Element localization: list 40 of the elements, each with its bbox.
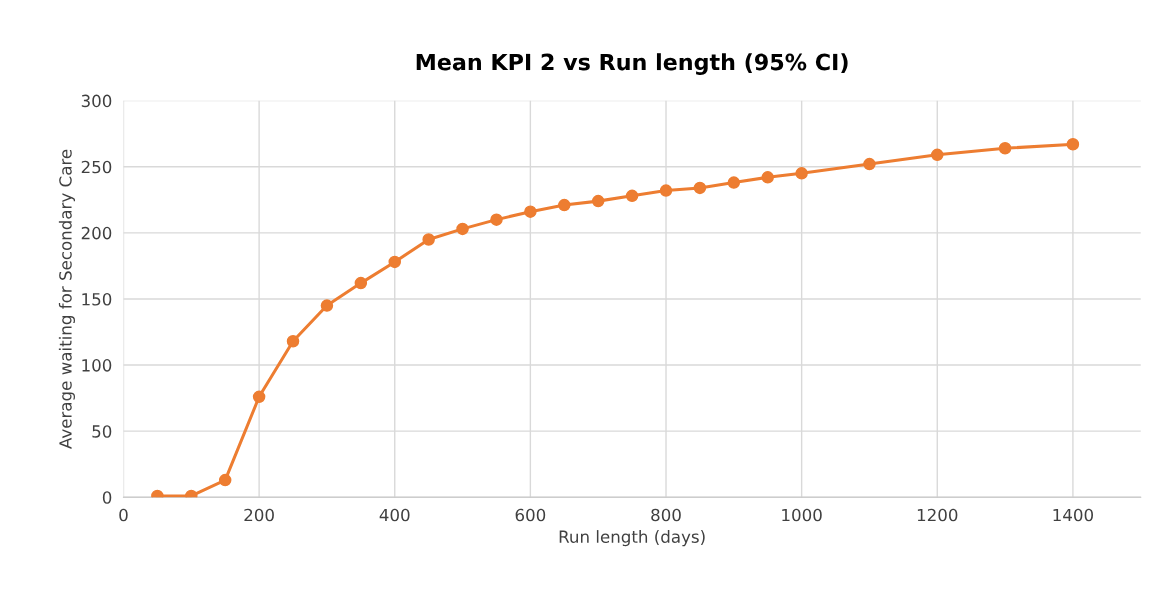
- x-tick-label: 200: [244, 508, 274, 522]
- point: [693, 181, 707, 195]
- point: [998, 141, 1012, 155]
- point: [524, 205, 537, 218]
- x-tick-label: 600: [515, 508, 546, 522]
- point: [931, 148, 944, 162]
- point: [625, 189, 639, 203]
- point: [388, 255, 401, 269]
- x-tick-label: 1200: [917, 508, 958, 522]
- y-tick-label: 0: [102, 491, 112, 504]
- point: [761, 171, 774, 184]
- chart-title: Mean KPI 2 vs Run length (95% CI): [416, 53, 848, 75]
- point: [727, 176, 741, 189]
- x-tick-label: 0: [119, 508, 128, 522]
- point: [591, 194, 605, 208]
- y-tick-label: 50: [92, 425, 112, 438]
- point: [252, 390, 266, 404]
- point: [320, 299, 334, 312]
- point: [422, 233, 435, 246]
- y-tick-label: 300: [81, 94, 112, 108]
- y-tick-label: 250: [81, 160, 112, 174]
- x-tick-label: 400: [379, 508, 410, 522]
- point: [354, 276, 368, 290]
- y-axis-title: Average waiting for Secondary Care: [58, 149, 75, 449]
- y-tick-label: 150: [82, 292, 112, 306]
- point: [286, 335, 300, 348]
- x-tick-label: 1000: [782, 508, 822, 522]
- point: [218, 473, 232, 487]
- y-tick-label: 200: [81, 226, 112, 240]
- x-tick-label: 800: [651, 508, 681, 522]
- point: [1066, 138, 1080, 151]
- x-axis-title: Run length (days): [559, 530, 705, 547]
- point: [490, 213, 503, 226]
- point: [795, 167, 808, 180]
- point: [659, 184, 673, 197]
- point: [456, 222, 469, 236]
- point: [863, 157, 876, 171]
- y-tick-label: 100: [82, 359, 112, 372]
- x-tick-label: 1400: [1053, 508, 1093, 522]
- point: [558, 198, 571, 212]
